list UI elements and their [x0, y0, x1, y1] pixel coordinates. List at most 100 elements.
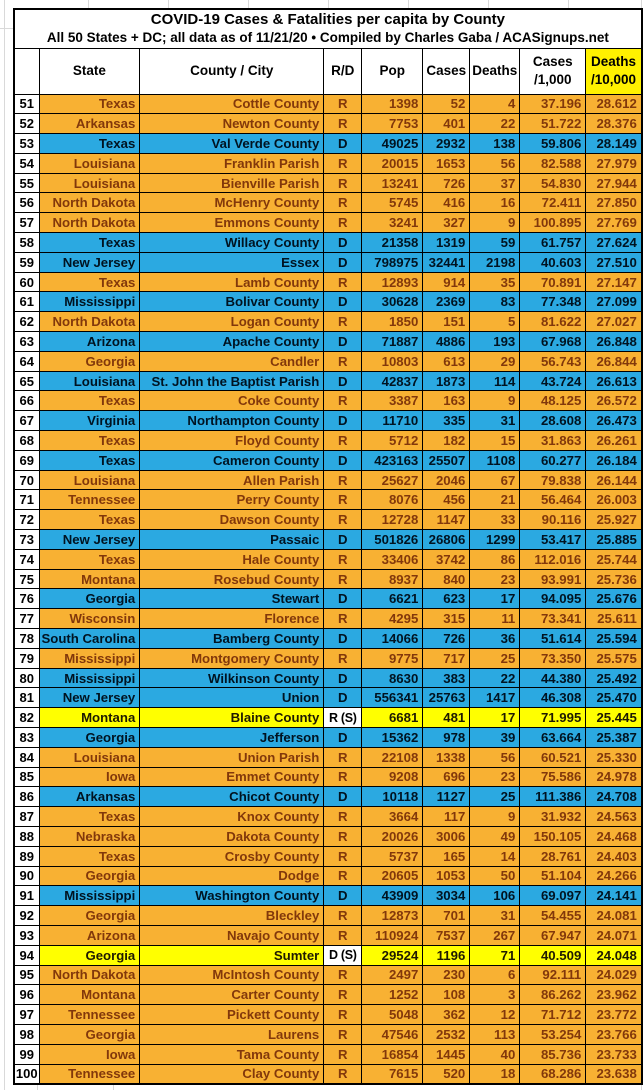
cell-deaths-per-10000: 24.081: [585, 905, 643, 926]
table-row: 67 Virginia Northampton County D 11710 335 31 2…: [13, 410, 643, 432]
cell-deaths-per-10000: 26.844: [585, 350, 643, 372]
cell-deaths: 50: [469, 865, 521, 887]
cell-rank: 57: [13, 212, 40, 234]
cell-cases-per-1000: 51.104: [519, 865, 587, 887]
cell-deaths-per-10000: 27.099: [585, 291, 643, 313]
cell-cases-per-1000: 48.125: [519, 390, 587, 412]
table-row: 60 Texas Lamb County R 12893 914 35 70.891 27.14…: [13, 271, 643, 293]
cell-state: Louisiana: [38, 370, 141, 392]
cell-deaths-per-10000: 25.594: [585, 628, 643, 649]
cell-county: Coke County: [139, 390, 325, 412]
cell-state: Texas: [38, 133, 141, 154]
cell-cases: 520: [422, 1063, 471, 1085]
spreadsheet-gridline: [408, 0, 409, 8]
cell-rd: R: [323, 984, 363, 1006]
cell-rd: R: [323, 924, 363, 946]
cell-county: Willacy County: [139, 232, 325, 253]
cell-rd: R: [323, 152, 363, 174]
cell-deaths: 11: [469, 608, 521, 630]
cell-cases: 32441: [422, 251, 471, 273]
cell-state: North Dakota: [38, 192, 141, 214]
cell-rank: 71: [13, 489, 40, 511]
cell-cases-per-1000: 44.380: [519, 667, 587, 689]
table-row: 57 North Dakota Emmons County R 3241 327 9 100.…: [13, 212, 643, 234]
cell-rank: 63: [13, 331, 40, 352]
cell-pop: 9775: [361, 647, 424, 669]
cell-rank: 85: [13, 766, 40, 788]
cell-state: Georgia: [38, 350, 141, 372]
cell-pop: 12873: [361, 905, 424, 926]
cell-cases: 335: [422, 410, 471, 432]
table-row: 52 Arkansas Newton County R 7753 401 22 51.722 2…: [13, 113, 643, 135]
cell-county: Hale County: [139, 548, 325, 570]
cell-deaths: 14: [469, 845, 521, 867]
cell-cases-per-1000: 59.806: [519, 133, 587, 154]
spreadsheet-gridline: [88, 0, 89, 8]
cell-deaths: 71: [469, 944, 521, 966]
cell-deaths: 2198: [469, 251, 521, 273]
cell-rd: R: [323, 430, 363, 451]
cell-state: Iowa: [38, 766, 141, 788]
cell-rank: 53: [13, 133, 40, 154]
cell-rd: R: [323, 568, 363, 590]
cell-deaths: 23: [469, 568, 521, 590]
table-row: 90 Georgia Dodge R 20605 1053 50 51.104 24.266: [13, 865, 643, 887]
cell-deaths-per-10000: 25.470: [585, 687, 643, 709]
cell-county: Cottle County: [139, 93, 325, 115]
cell-cases: 456: [422, 489, 471, 511]
cell-county: St. John the Baptist Parish: [139, 370, 325, 392]
cell-rank: 74: [13, 548, 40, 570]
cell-deaths: 17: [469, 707, 521, 728]
cell-cases: 108: [422, 984, 471, 1006]
cell-rank: 58: [13, 232, 40, 253]
cell-county: Emmons County: [139, 212, 325, 234]
cell-deaths-per-10000: 24.266: [585, 865, 643, 887]
cell-cases: 4886: [422, 331, 471, 352]
cell-cases: 1319: [422, 232, 471, 253]
cell-pop: 22108: [361, 746, 424, 768]
table-row: 74 Texas Hale County R 33406 3742 86 112.016 25.…: [13, 548, 643, 570]
cell-state: Tennessee: [38, 1063, 141, 1085]
cell-cases-per-1000: 69.097: [519, 885, 587, 907]
table-row: 86 Arkansas Chicot County D 10118 1127 25 111.3…: [13, 786, 643, 808]
cell-deaths-per-10000: 27.944: [585, 172, 643, 194]
cell-state: Tennessee: [38, 489, 141, 511]
cell-cases-per-1000: 73.341: [519, 608, 587, 630]
cell-rd: D (S): [323, 944, 363, 966]
cell-rank: 64: [13, 350, 40, 372]
cell-cases-per-1000: 92.111: [519, 964, 587, 986]
cell-state: Mississippi: [38, 885, 141, 907]
cell-rank: 96: [13, 984, 40, 1006]
cell-state: South Carolina: [38, 628, 141, 649]
cell-cases: 182: [422, 430, 471, 451]
cell-deaths: 17: [469, 588, 521, 610]
cell-pop: 20026: [361, 825, 424, 847]
cell-pop: 49025: [361, 133, 424, 154]
cell-county: Stewart: [139, 588, 325, 610]
spreadsheet-gridline: [328, 0, 329, 8]
cell-rd: R: [323, 905, 363, 926]
cell-deaths: 21: [469, 489, 521, 511]
cell-pop: 71887: [361, 331, 424, 352]
spreadsheet-gridline: [168, 0, 169, 8]
cell-cases: 7537: [422, 924, 471, 946]
table-row: 53 Texas Val Verde County D 49025 2932 138 59.8…: [13, 133, 643, 154]
cell-deaths-per-10000: 27.510: [585, 251, 643, 273]
cell-pop: 556341: [361, 687, 424, 709]
cell-pop: 3241: [361, 212, 424, 234]
table-row: 61 Mississippi Bolivar County D 30628 2369 83 7…: [13, 291, 643, 313]
cell-cases-per-1000: 67.947: [519, 924, 587, 946]
cell-deaths: 114: [469, 370, 521, 392]
cell-deaths-per-10000: 27.769: [585, 212, 643, 234]
cell-cases-per-1000: 28.761: [519, 845, 587, 867]
cell-county: Union: [139, 687, 325, 709]
cell-rd: R: [323, 548, 363, 570]
cell-county: Essex: [139, 251, 325, 273]
cell-cases-per-1000: 67.968: [519, 331, 587, 352]
cell-state: Texas: [38, 806, 141, 827]
cell-deaths: 31: [469, 905, 521, 926]
cell-state: Georgia: [38, 727, 141, 748]
cell-deaths-per-10000: 25.387: [585, 727, 643, 748]
cell-rank: 52: [13, 113, 40, 135]
